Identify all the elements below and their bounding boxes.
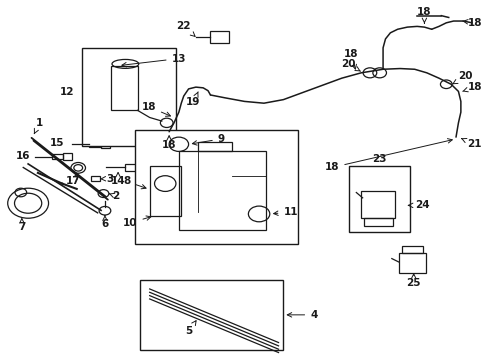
Text: 24: 24 [407, 201, 428, 210]
Text: 10: 10 [123, 216, 150, 228]
Text: 13: 13 [122, 54, 186, 67]
Bar [348, 166, 409, 232]
Text: 12: 12 [60, 87, 74, 97]
Bar [52, 154, 63, 159]
Text: 20: 20 [340, 59, 360, 71]
Bar [140, 280, 283, 350]
Text: 6: 6 [101, 216, 108, 229]
Bar [101, 141, 110, 148]
Bar [63, 153, 72, 160]
Bar [89, 142, 101, 147]
Text: 23: 23 [371, 154, 386, 163]
Bar [210, 31, 228, 43]
Text: 15: 15 [50, 138, 64, 148]
Text: 18: 18 [324, 139, 451, 172]
Bar [135, 130, 297, 244]
Text: 18: 18 [344, 49, 358, 69]
Bar [125, 163, 141, 171]
Text: 4: 4 [286, 310, 317, 320]
Bar [198, 143, 232, 152]
Text: 11: 11 [273, 207, 297, 217]
Text: 14: 14 [111, 172, 125, 186]
Text: 19: 19 [186, 92, 200, 107]
Bar [179, 152, 266, 230]
Text: 18: 18 [162, 136, 176, 150]
Text: 7: 7 [18, 219, 26, 232]
Bar [361, 191, 394, 217]
Text: 16: 16 [16, 151, 30, 161]
Text: 21: 21 [461, 139, 481, 149]
Text: 18: 18 [462, 18, 482, 28]
Text: 18: 18 [141, 102, 170, 116]
Text: 9: 9 [192, 134, 224, 145]
Bar [111, 66, 137, 111]
Text: 1: 1 [34, 118, 43, 134]
Text: 8: 8 [123, 176, 146, 189]
Bar [363, 217, 392, 226]
Text: 25: 25 [406, 274, 420, 288]
Text: 3: 3 [100, 174, 113, 184]
Text: 22: 22 [176, 21, 195, 36]
Bar [91, 176, 100, 181]
Text: 2: 2 [109, 191, 119, 201]
Bar [398, 253, 425, 273]
Bar [81, 48, 176, 146]
Text: 18: 18 [462, 82, 482, 92]
Bar [401, 246, 423, 253]
Bar [149, 166, 181, 216]
Text: 18: 18 [416, 8, 431, 23]
Text: 20: 20 [452, 71, 472, 84]
Text: 17: 17 [66, 174, 81, 186]
Text: 5: 5 [184, 321, 196, 337]
